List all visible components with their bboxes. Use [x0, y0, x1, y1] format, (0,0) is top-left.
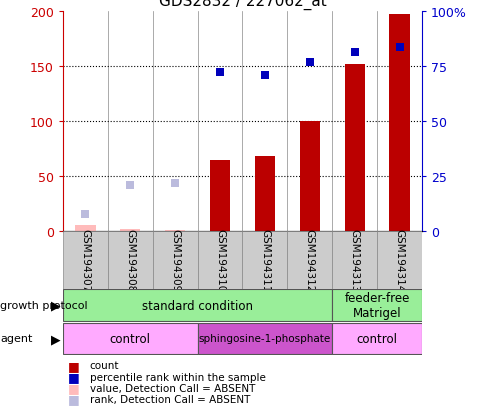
- Point: [305, 59, 313, 66]
- Text: ■: ■: [68, 359, 79, 372]
- Bar: [63, 323, 197, 354]
- Text: rank, Detection Call = ABSENT: rank, Detection Call = ABSENT: [90, 394, 250, 404]
- Bar: [344, 65, 364, 231]
- Text: feeder-free
Matrigel: feeder-free Matrigel: [344, 292, 409, 320]
- Bar: [287, 231, 332, 289]
- Text: control: control: [356, 332, 397, 345]
- Text: GSM194308: GSM194308: [125, 229, 135, 292]
- Bar: [210, 160, 230, 231]
- Text: GSM194310: GSM194310: [214, 229, 225, 292]
- Bar: [332, 323, 421, 354]
- Text: ▶: ▶: [51, 332, 60, 345]
- Point: [260, 73, 268, 79]
- Text: ▶: ▶: [51, 299, 60, 312]
- Text: GSM194313: GSM194313: [349, 228, 359, 292]
- Text: GSM194307: GSM194307: [80, 229, 91, 292]
- Text: control: control: [109, 332, 151, 345]
- Text: ■: ■: [68, 370, 79, 383]
- Title: GDS2832 / 227062_at: GDS2832 / 227062_at: [158, 0, 326, 9]
- Bar: [63, 231, 107, 289]
- Bar: [152, 231, 197, 289]
- Bar: [197, 231, 242, 289]
- Bar: [120, 229, 140, 231]
- Bar: [332, 231, 376, 289]
- Text: GSM194312: GSM194312: [304, 228, 314, 292]
- Point: [126, 182, 134, 189]
- Bar: [254, 157, 274, 231]
- Bar: [63, 290, 332, 321]
- Text: count: count: [90, 361, 119, 370]
- Text: sphingosine-1-phosphate: sphingosine-1-phosphate: [198, 334, 331, 344]
- Bar: [242, 231, 287, 289]
- Bar: [75, 226, 95, 231]
- Text: GSM194309: GSM194309: [170, 229, 180, 292]
- Text: value, Detection Call = ABSENT: value, Detection Call = ABSENT: [90, 383, 255, 393]
- Text: standard condition: standard condition: [142, 299, 253, 312]
- Bar: [389, 14, 409, 231]
- Text: ■: ■: [68, 392, 79, 406]
- Text: ■: ■: [68, 381, 79, 394]
- Bar: [299, 122, 319, 231]
- Bar: [376, 231, 421, 289]
- Point: [171, 180, 179, 186]
- Text: percentile rank within the sample: percentile rank within the sample: [90, 372, 265, 382]
- Point: [81, 211, 89, 218]
- Bar: [165, 230, 185, 231]
- Bar: [197, 323, 332, 354]
- Point: [395, 44, 403, 51]
- Point: [350, 50, 358, 56]
- Text: GSM194314: GSM194314: [393, 228, 404, 292]
- Point: [216, 69, 224, 76]
- Bar: [107, 231, 152, 289]
- Text: growth protocol: growth protocol: [0, 301, 88, 311]
- Text: GSM194311: GSM194311: [259, 228, 270, 292]
- Bar: [332, 290, 421, 321]
- Text: agent: agent: [0, 334, 32, 344]
